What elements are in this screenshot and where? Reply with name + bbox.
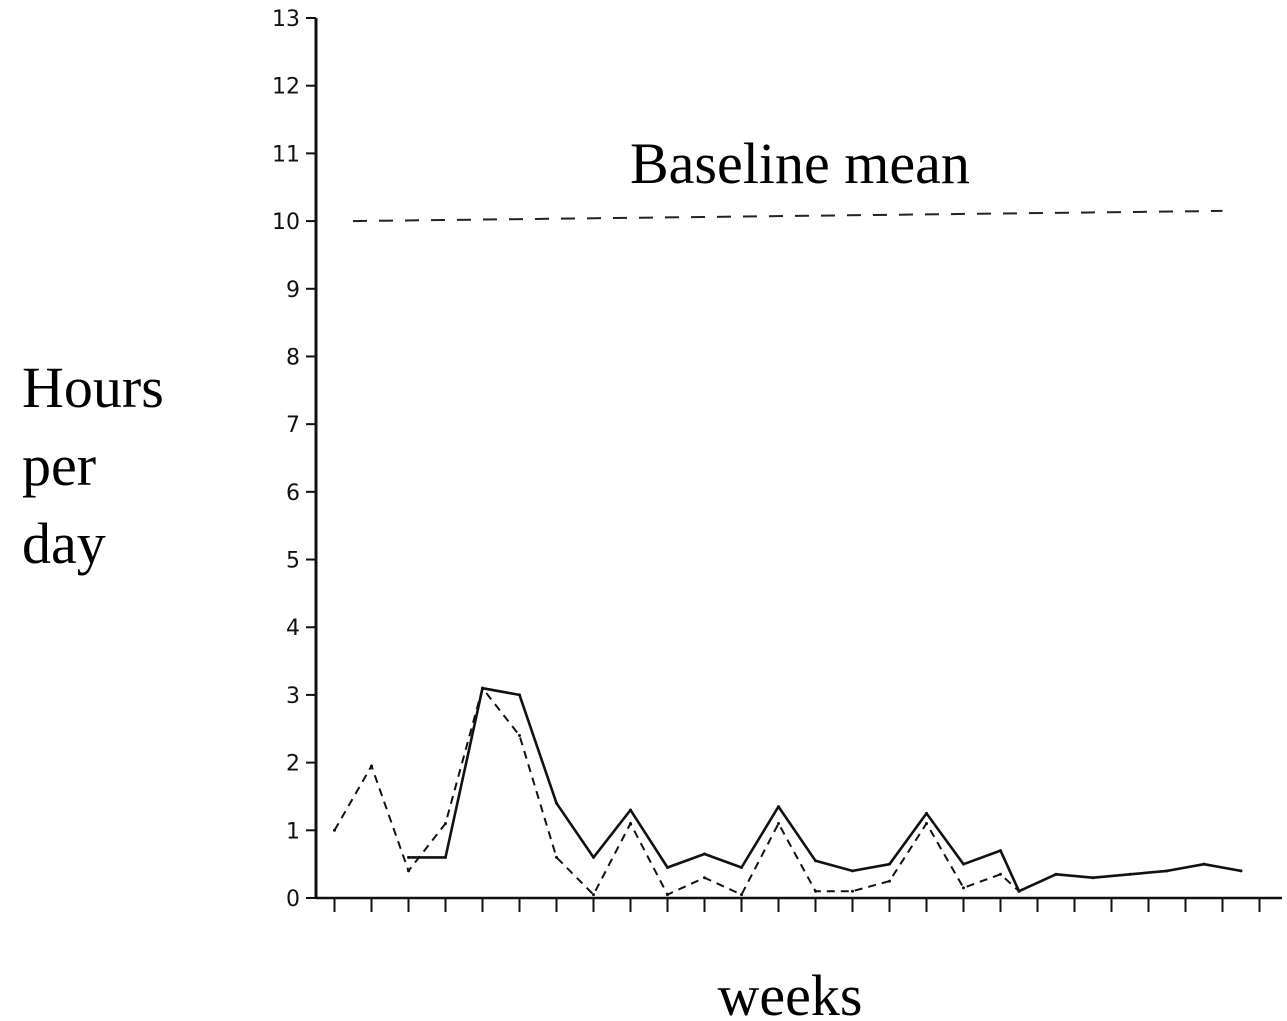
data-point	[555, 855, 558, 859]
y-tick-label: 6	[286, 481, 300, 506]
x-axis-title: weeks	[718, 963, 863, 1021]
y-tick-label: 4	[286, 616, 300, 641]
dashed-series-line	[333, 687, 1020, 896]
data-point	[851, 869, 854, 873]
data-point	[444, 855, 447, 859]
data-point	[999, 872, 1002, 876]
data-point	[629, 808, 632, 812]
baseline-layer	[352, 209, 1223, 223]
data-point	[777, 805, 780, 809]
data-point	[1239, 869, 1243, 873]
y-tick-label: 3	[286, 684, 300, 709]
data-point	[444, 822, 447, 826]
data-point	[814, 889, 817, 893]
y-tick-label: 0	[286, 887, 300, 912]
data-point	[962, 862, 965, 866]
data-point	[925, 822, 928, 826]
data-point	[1017, 889, 1021, 893]
y-tick-label: 9	[286, 278, 300, 303]
y-tick-label: 12	[272, 75, 300, 100]
data-point	[777, 822, 780, 826]
y-axis-title-line: day	[22, 511, 106, 576]
data-point	[518, 693, 521, 697]
data-point	[740, 893, 743, 897]
data-point	[629, 822, 632, 826]
y-tick-label: 1	[286, 819, 300, 844]
data-point	[999, 849, 1002, 853]
y-tick-label: 2	[286, 752, 300, 777]
data-point	[555, 801, 558, 805]
baseline-annotation: Baseline mean	[630, 131, 970, 196]
data-point	[666, 866, 669, 870]
data-point	[666, 893, 669, 897]
data-point	[370, 764, 373, 768]
data-point	[1202, 862, 1206, 866]
data-point	[1091, 876, 1095, 880]
data-point	[814, 859, 817, 863]
y-tick-label: 10	[272, 210, 300, 235]
data-point	[592, 855, 595, 859]
data-point	[703, 876, 706, 880]
data-point	[740, 866, 743, 870]
solid-series-line	[408, 686, 1242, 893]
y-tick-label: 13	[272, 7, 300, 32]
y-tick-label: 11	[272, 142, 300, 167]
data-point	[703, 852, 706, 856]
data-point	[851, 889, 854, 893]
data-point	[962, 886, 965, 890]
y-axis-title-line: Hours	[22, 355, 164, 420]
baseline-mean-line	[352, 209, 1223, 223]
data-point	[888, 862, 891, 866]
data-point	[407, 869, 410, 873]
y-axis-title: Hours per day	[22, 355, 164, 576]
data-point	[481, 686, 484, 690]
data-point	[1165, 869, 1169, 873]
data-point	[925, 811, 928, 815]
data-point	[407, 855, 410, 859]
y-tick-label: 7	[286, 413, 300, 438]
data-point	[888, 879, 891, 883]
data-point	[518, 734, 521, 738]
y-tick-label: 8	[286, 345, 300, 370]
y-tick-label: 5	[286, 549, 300, 574]
y-axis-title-line: per	[22, 433, 96, 498]
data-point	[592, 893, 595, 897]
data-point	[1054, 872, 1058, 876]
series-layer	[333, 686, 1243, 897]
data-point	[1128, 872, 1132, 876]
data-point	[333, 828, 336, 832]
